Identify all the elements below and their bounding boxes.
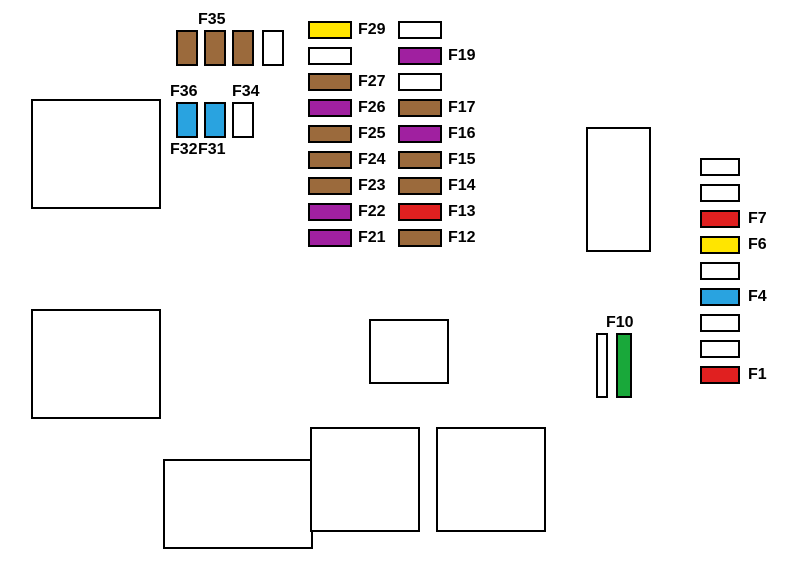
- mid-left-5: [308, 151, 352, 169]
- fuse-label: F26: [358, 100, 386, 116]
- outline-rect-4: [310, 427, 420, 532]
- right-fuse-8: [700, 366, 740, 384]
- fuse-label: F35: [198, 12, 226, 28]
- top-fuse-r1-3: [262, 30, 284, 66]
- top-fuse-r2-2: [232, 102, 254, 138]
- mid-right-4: [398, 125, 442, 143]
- fuse-label: F1: [748, 367, 767, 383]
- fuse-label: F14: [448, 178, 476, 194]
- outline-rect-3: [369, 319, 449, 384]
- mid-left-3: [308, 99, 352, 117]
- fuse-label: F19: [448, 48, 476, 64]
- mid-right-2: [398, 73, 442, 91]
- outline-rect-1: [31, 309, 161, 419]
- mid-right-3: [398, 99, 442, 117]
- fuse-label: F16: [448, 126, 476, 142]
- fuse-label: F12: [448, 230, 476, 246]
- fuse-label: F4: [748, 289, 767, 305]
- outline-rect-0: [31, 99, 161, 209]
- right-fuse-7: [700, 340, 740, 358]
- mid-right-7: [398, 203, 442, 221]
- right-fuse-6: [700, 314, 740, 332]
- fuse-label: F22: [358, 204, 386, 220]
- top-fuse-r1-0: [176, 30, 198, 66]
- mid-right-6: [398, 177, 442, 195]
- right-fuse-1: [700, 184, 740, 202]
- fuse-label: F17: [448, 100, 476, 116]
- fuse-label: F21: [358, 230, 386, 246]
- fuse-label: F23: [358, 178, 386, 194]
- mid-left-0: [308, 21, 352, 39]
- fuse-label: F32: [170, 142, 198, 158]
- mid-right-1: [398, 47, 442, 65]
- right-fuse-3: [700, 236, 740, 254]
- mid-left-7: [308, 203, 352, 221]
- fuse-label: F27: [358, 74, 386, 90]
- mid-left-1: [308, 47, 352, 65]
- mid-right-8: [398, 229, 442, 247]
- mid-left-4: [308, 125, 352, 143]
- right-fuse-2: [700, 210, 740, 228]
- mid-left-2: [308, 73, 352, 91]
- fuse-label: F6: [748, 237, 767, 253]
- fuse-label: F31: [198, 142, 226, 158]
- top-fuse-r1-2: [232, 30, 254, 66]
- right-fuse-0: [700, 158, 740, 176]
- outline-rect-6: [586, 127, 651, 252]
- mid-right-5: [398, 151, 442, 169]
- fuse-f10: [616, 333, 632, 398]
- fuse-label: F34: [232, 84, 260, 100]
- outline-rect-7: [596, 333, 608, 398]
- mid-left-6: [308, 177, 352, 195]
- right-fuse-5: [700, 288, 740, 306]
- fuse-diagram: F35 F36 F34 F32F31 F29 F19 F27 F26 F17 F25 F16 F24 F…: [0, 0, 800, 572]
- fuse-label: F24: [358, 152, 386, 168]
- top-fuse-r2-0: [176, 102, 198, 138]
- fuse-label: F29: [358, 22, 386, 38]
- fuse-label: F7: [748, 211, 767, 227]
- top-fuse-r1-1: [204, 30, 226, 66]
- fuse-label: F13: [448, 204, 476, 220]
- outline-rect-2: [163, 459, 313, 549]
- fuse-label: F25: [358, 126, 386, 142]
- outline-rect-5: [436, 427, 546, 532]
- mid-left-8: [308, 229, 352, 247]
- mid-right-0: [398, 21, 442, 39]
- top-fuse-r2-1: [204, 102, 226, 138]
- fuse-label: F10: [606, 315, 634, 331]
- fuse-label: F15: [448, 152, 476, 168]
- right-fuse-4: [700, 262, 740, 280]
- fuse-label: F36: [170, 84, 198, 100]
